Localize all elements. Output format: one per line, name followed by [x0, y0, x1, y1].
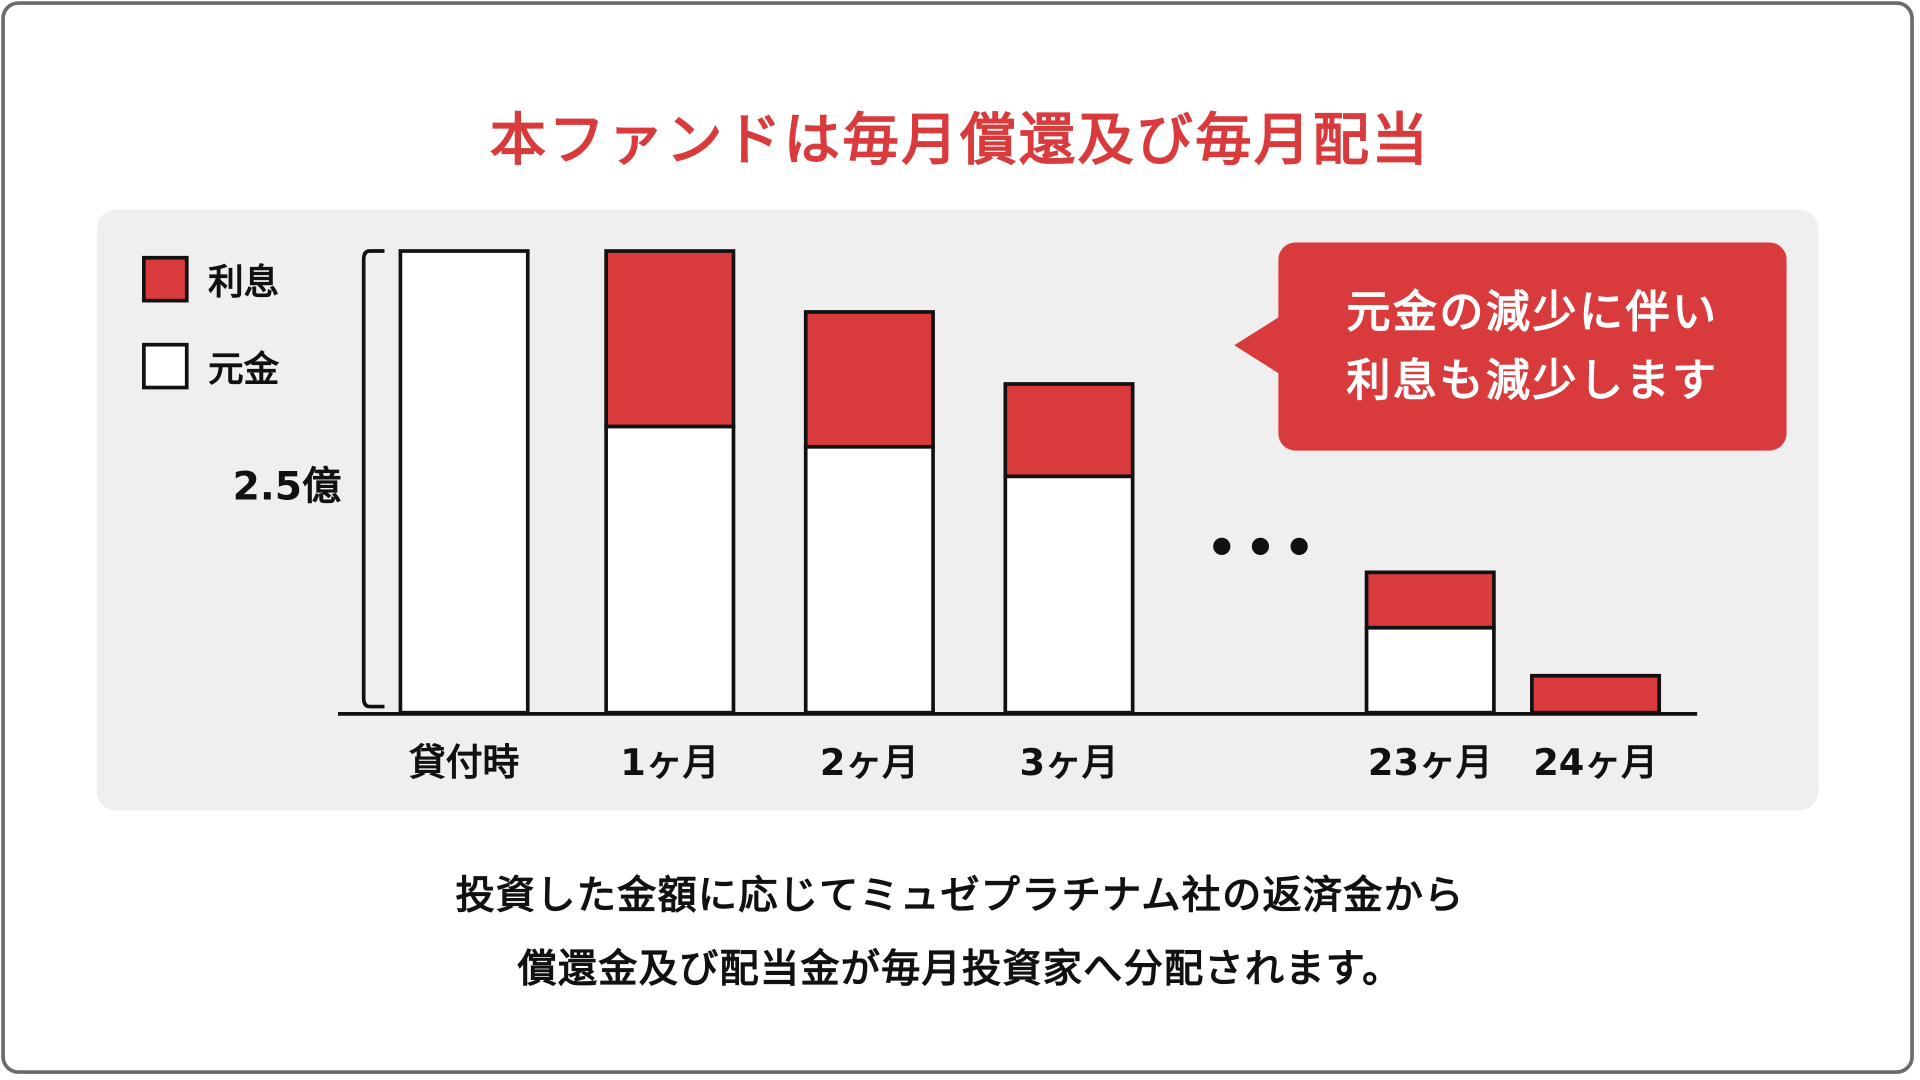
bar-principal	[604, 424, 736, 715]
page-title: 本ファンドは毎月償還及び毎月配当	[489, 106, 1431, 173]
x-tick-label: 2ヶ月	[819, 742, 919, 785]
legend-principal: 元金	[142, 340, 279, 391]
legend-swatch-principal	[142, 342, 189, 390]
y-label: 2.5億	[232, 462, 342, 510]
bar-principal	[1003, 474, 1135, 715]
ellipsis: •••	[1206, 520, 1323, 577]
x-tick-label: 1ヶ月	[620, 742, 720, 785]
y-bracket	[361, 249, 385, 709]
annotation-line-1: 元金の減少に伴い	[1346, 287, 1719, 338]
x-tick-label: 貸付時	[408, 742, 520, 785]
legend-swatch-interest	[142, 255, 189, 303]
bar-principal	[803, 444, 935, 715]
annotation-line-2: 利息も減少します	[1346, 356, 1719, 407]
x-tick-label: 23ヶ月	[1367, 742, 1493, 785]
caption-line-2: 償還金及び配当金が毎月投資家へ分配されます。	[517, 945, 1403, 992]
legend-label-interest: 利息	[208, 260, 280, 303]
bar-principal	[398, 249, 530, 715]
x-tick-label: 3ヶ月	[1019, 742, 1119, 785]
x-tick-label: 24ヶ月	[1533, 742, 1658, 785]
bar-interest	[604, 249, 736, 429]
legend-interest: 利息	[142, 253, 279, 304]
bar-interest	[1530, 673, 1662, 715]
annotation-callout: 元金の減少に伴い 利息も減少します	[1234, 242, 1787, 451]
legend-label-principal: 元金	[208, 347, 280, 390]
bar-interest	[803, 310, 935, 449]
bar-interest	[1003, 382, 1135, 479]
caption-line-1: 投資した金額に応じてミュゼプラチナム社の返済金から	[455, 871, 1465, 919]
bar-interest	[1364, 570, 1496, 630]
bar-principal	[1364, 625, 1496, 715]
